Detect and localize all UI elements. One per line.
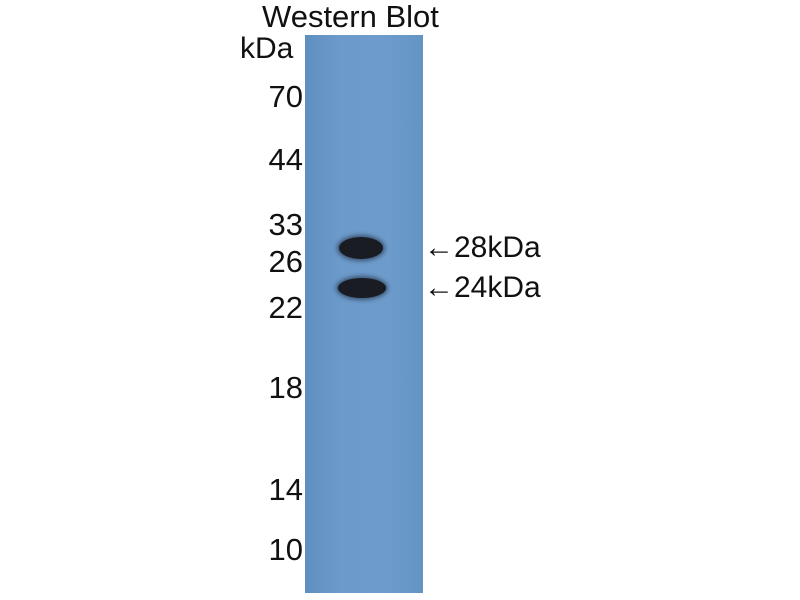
marker-18: 18 xyxy=(268,370,303,405)
marker-44: 44 xyxy=(268,142,303,177)
figure-title: Western Blot xyxy=(262,0,439,34)
marker-10: 10 xyxy=(268,532,303,567)
arrow-left-icon: ← xyxy=(424,271,454,304)
marker-14: 14 xyxy=(268,472,303,507)
band-label-28kda: ←28kDa xyxy=(424,231,541,264)
unit-label: kDa xyxy=(240,32,294,65)
marker-26: 26 xyxy=(268,244,303,279)
blot-lane xyxy=(305,35,423,593)
marker-22: 22 xyxy=(268,290,303,325)
band-28kda xyxy=(339,237,383,259)
marker-70: 70 xyxy=(268,79,303,114)
arrow-left-icon: ← xyxy=(424,231,454,264)
band-24kda xyxy=(338,278,386,298)
marker-33: 33 xyxy=(268,207,303,242)
band-label-24kda: ←24kDa xyxy=(424,271,541,304)
